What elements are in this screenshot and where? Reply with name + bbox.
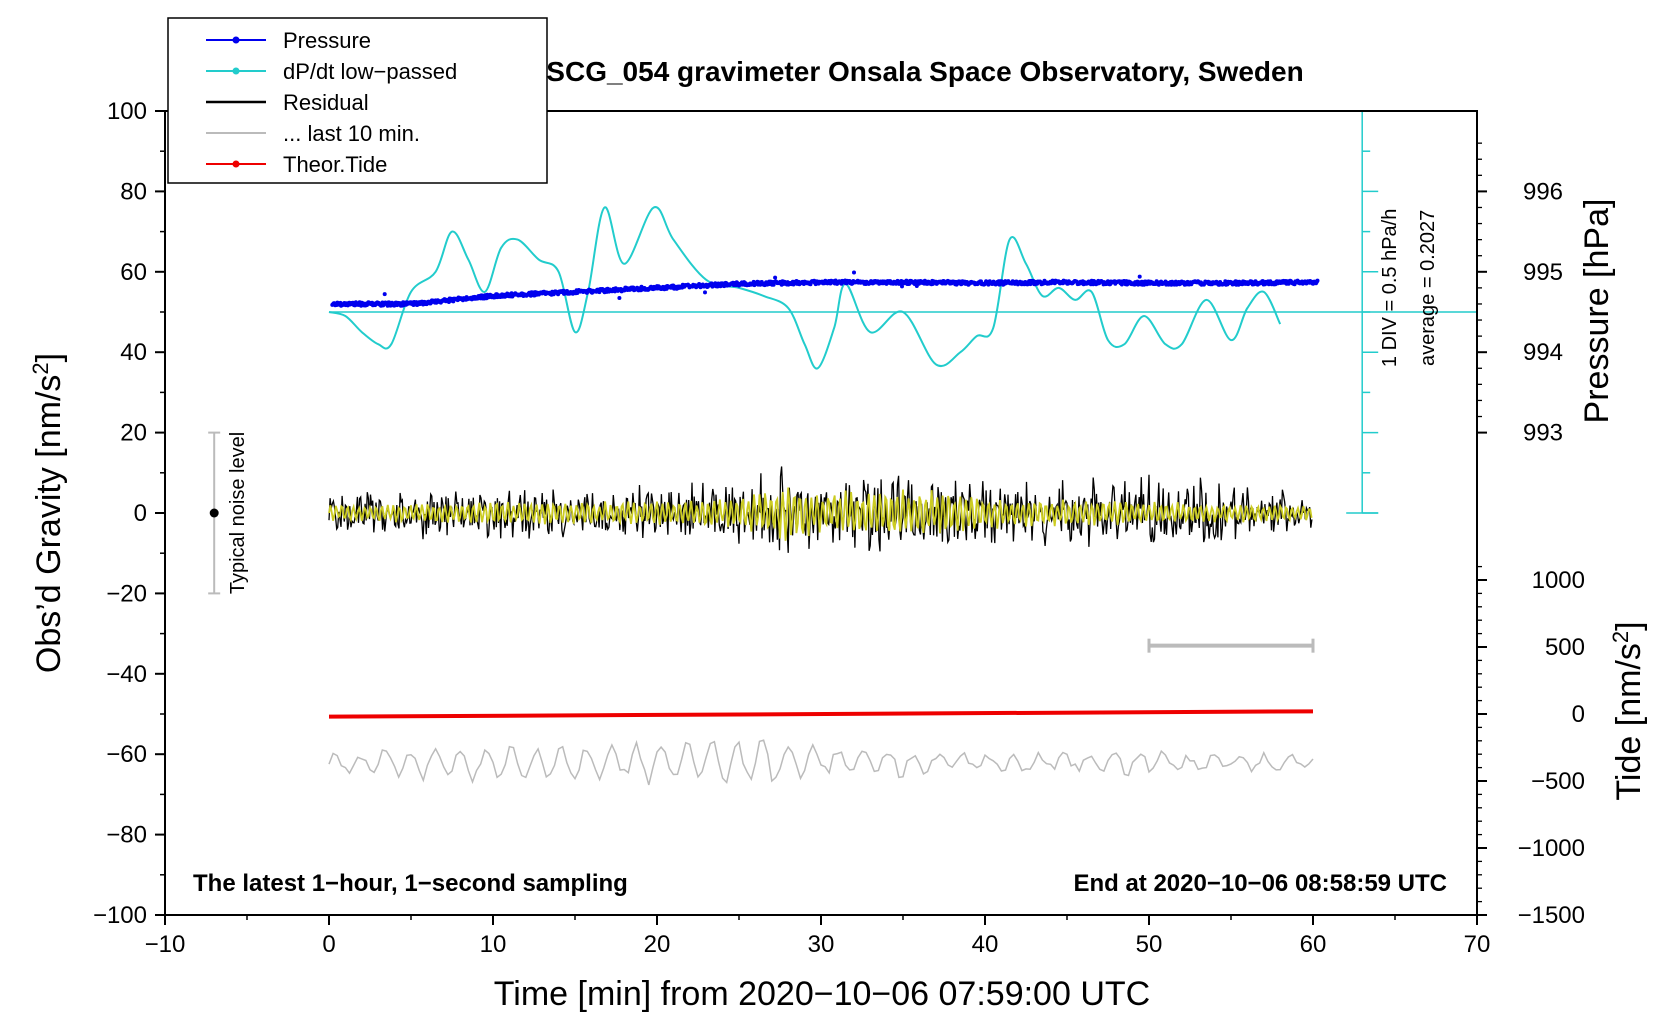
left-note: The latest 1−hour, 1−second sampling [193, 870, 628, 897]
series-yellow-line [328, 487, 1313, 541]
x-tick-label: 50 [1136, 931, 1163, 958]
noise-label: Typical noise level [227, 432, 249, 594]
y-tick-label: 80 [120, 178, 147, 205]
tide-tick-label: 1000 [1532, 567, 1585, 594]
chart-title: SCG_054 gravimeter Onsala Space Observat… [546, 56, 1303, 87]
tide-axis-title: Tide [nm/s2] [1608, 621, 1648, 800]
legend-label: Pressure [283, 28, 371, 53]
legend-label: Theor.Tide [283, 152, 387, 177]
tide-tick-label: 500 [1545, 634, 1585, 661]
pressure-point [852, 270, 856, 275]
y-axis-title: Obs’d Gravity [nm/s2] [28, 353, 68, 673]
y-tick-label: −60 [106, 741, 147, 768]
legend-label: Residual [283, 90, 369, 115]
pressure-tick-label: 993 [1523, 420, 1563, 447]
pressure-point [900, 284, 904, 289]
div-label: 1 DIV = 0.5 hPa/h [1379, 209, 1401, 367]
x-tick-label: 60 [1300, 931, 1327, 958]
legend-label: dP/dt low−passed [283, 59, 457, 84]
y-axis-title-end: ] [30, 353, 68, 362]
y-tick-label: −80 [106, 822, 147, 849]
pressure-point [617, 296, 622, 300]
x-axis-title: Time [min] from 2020−10−06 07:59:00 UTC [494, 975, 1150, 1013]
y-tick-label: −100 [93, 902, 147, 929]
legend-box [167, 17, 548, 184]
legend: Pressure dP/dt low−passed Residual ... last… [167, 17, 548, 184]
pressure-point [773, 275, 778, 280]
right-note: End at 2020−10−06 08:58:59 UTC [1073, 870, 1447, 897]
noise-dot [209, 508, 219, 518]
y-tick-label: −20 [106, 580, 147, 607]
tide-tick-label: −1000 [1518, 835, 1585, 862]
tide-tick-label: −1500 [1518, 902, 1585, 929]
legend-marker [232, 160, 240, 168]
legend-label: ... last 10 min. [283, 121, 420, 146]
plot-area: 1 DIV = 0.5 hPa/h average = 0.2027 Typical… [208, 110, 1477, 786]
tide-tick-label: −500 [1531, 768, 1585, 795]
y-tick-label: 100 [107, 98, 147, 125]
x-tick-label: 70 [1464, 931, 1491, 958]
pressure-tick-label: 994 [1523, 339, 1563, 366]
y-tick-label: −40 [106, 661, 147, 688]
tide-axis-title-end: ] [1610, 621, 1648, 630]
x-tick-label: −10 [145, 931, 186, 958]
x-tick-label: 20 [644, 931, 671, 958]
y-tick-label: 60 [120, 259, 147, 286]
pressure-point [1137, 274, 1142, 279]
pressure-tick-label: 996 [1523, 178, 1563, 205]
y-tick-label: 0 [134, 500, 147, 527]
tide-axis-title-sup: 2 [1608, 631, 1633, 643]
pressure-tick-label: 995 [1523, 259, 1563, 286]
series-last10-line [328, 739, 1314, 786]
x-tick-label: 30 [808, 931, 835, 958]
y-axis-title-sup: 2 [28, 362, 53, 374]
y-tick-label: 40 [120, 339, 147, 366]
legend-marker [232, 36, 240, 44]
pressure-point [1315, 278, 1320, 283]
pressure-axis-title: Pressure [hPa] [1578, 199, 1616, 424]
y-tick-label: 20 [120, 420, 147, 447]
average-label: average = 0.2027 [1417, 210, 1439, 366]
x-tick-label: 0 [322, 931, 335, 958]
series-tide-line [328, 709, 1314, 719]
x-tick-label: 10 [480, 931, 507, 958]
legend-marker [232, 67, 240, 75]
pressure-point [703, 290, 707, 295]
x-tick-label: 40 [972, 931, 999, 958]
series-dpdt-line [328, 206, 1282, 370]
pressure-point [382, 292, 387, 297]
axes: −10 0 10 20 30 40 50 60 70100806040200−20−40−60−… [28, 98, 1648, 958]
tide-tick-label: 0 [1572, 701, 1585, 728]
series-pressure-points [330, 270, 1320, 308]
